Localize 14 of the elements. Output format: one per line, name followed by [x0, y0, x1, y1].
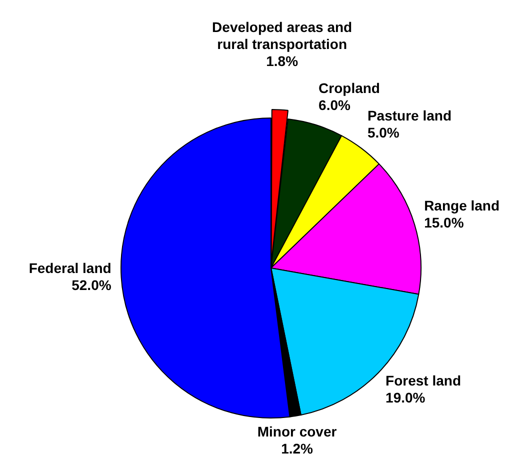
data-label: 15.0% — [424, 214, 464, 230]
data-label: 1.8% — [266, 53, 299, 70]
data-label: 5.0% — [367, 124, 400, 141]
data-label: 52.0% — [72, 276, 112, 293]
slice-label: Forest land — [386, 372, 462, 388]
slice-label: Developed areas and rural transportation — [212, 19, 352, 52]
slice-label: Cropland — [318, 80, 380, 96]
slice-label: Federal land — [28, 260, 112, 276]
data-label: 1.2% — [281, 440, 314, 457]
slice-label: Minor cover — [257, 424, 338, 440]
slice-label: Pasture land — [367, 108, 452, 124]
data-label: 19.0% — [386, 389, 426, 406]
slice-label: Range land — [424, 197, 500, 214]
data-label: 6.0% — [318, 96, 351, 113]
